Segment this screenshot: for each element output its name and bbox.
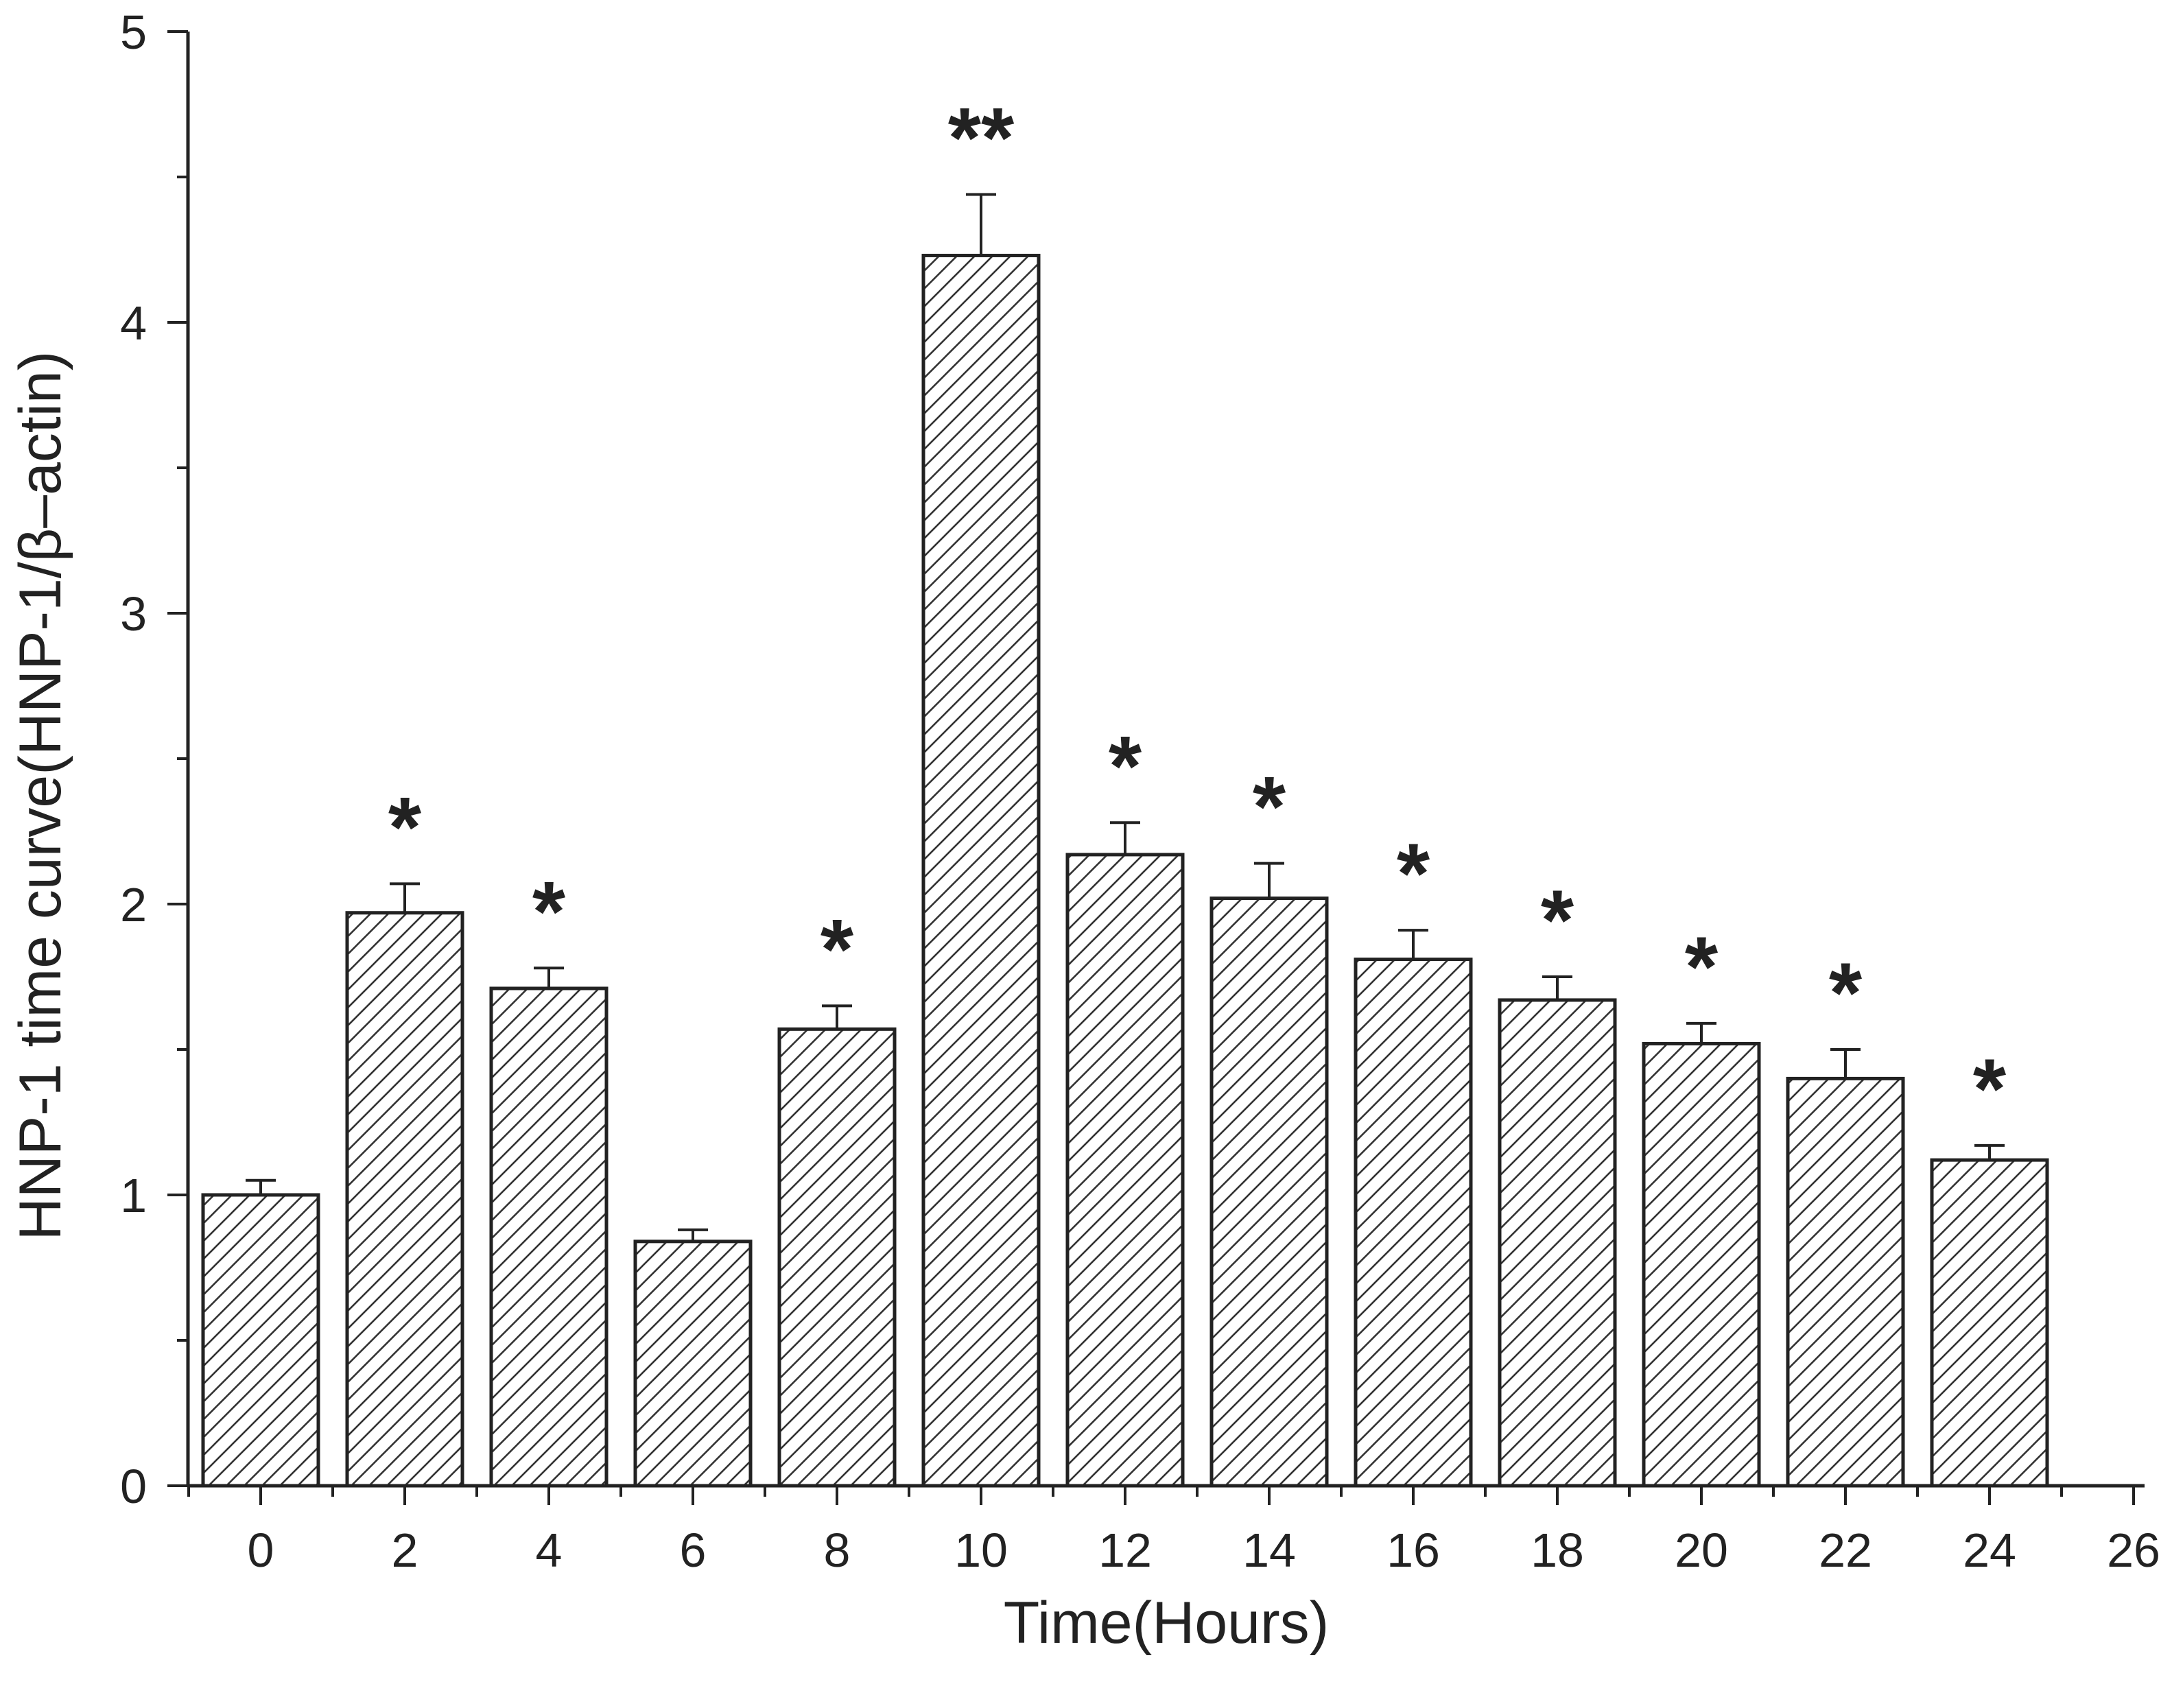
y-tick-label-5: 5 xyxy=(120,5,147,59)
bar-4h xyxy=(489,986,609,1488)
significance-marker-14h: * xyxy=(1253,760,1286,855)
significance-marker-20h: * xyxy=(1685,920,1719,1015)
significance-marker-8h: * xyxy=(821,902,854,997)
significance-marker-24h: * xyxy=(1973,1042,2007,1137)
x-tick-label-4: 4 xyxy=(536,1523,563,1577)
x-tick-label-6: 6 xyxy=(680,1523,707,1577)
y-axis-title: HNP-1 time curve(HNP-1/β–actin) xyxy=(8,351,73,1241)
significance-marker-4h: * xyxy=(532,864,566,959)
x-tick-label-14: 14 xyxy=(1242,1523,1296,1577)
x-tick-label-18: 18 xyxy=(1531,1523,1584,1577)
x-tick-label-10: 10 xyxy=(954,1523,1008,1577)
bar-0h xyxy=(201,1193,320,1488)
x-tick-label-22: 22 xyxy=(1819,1523,1872,1577)
y-tick-label-1: 1 xyxy=(120,1169,147,1222)
x-tick-label-0: 0 xyxy=(248,1523,274,1577)
bar-16h xyxy=(1354,958,1473,1488)
x-tick-label-20: 20 xyxy=(1675,1523,1728,1577)
bar-6h xyxy=(633,1240,753,1488)
error-bars-layer xyxy=(246,193,2005,1242)
significance-marker-10h: ** xyxy=(948,91,1015,185)
x-tick-label-24: 24 xyxy=(1963,1523,2016,1577)
x-tick-label-16: 16 xyxy=(1386,1523,1440,1577)
bar-12h xyxy=(1065,853,1185,1488)
bar-14h xyxy=(1209,897,1329,1488)
x-tick-label-12: 12 xyxy=(1098,1523,1152,1577)
significance-marker-18h: * xyxy=(1541,873,1574,968)
y-tick-label-2: 2 xyxy=(120,878,147,932)
bar-8h xyxy=(777,1027,897,1488)
bars-layer xyxy=(201,253,2049,1488)
bar-2h xyxy=(345,911,464,1488)
y-tick-label-3: 3 xyxy=(120,587,147,641)
bar-24h xyxy=(1930,1158,2049,1488)
x-tick-label-2: 2 xyxy=(392,1523,418,1577)
significance-marker-2h: * xyxy=(388,780,422,875)
x-tick-label-26: 26 xyxy=(2107,1523,2160,1577)
bar-18h xyxy=(1498,998,1617,1488)
bar-22h xyxy=(1786,1076,1905,1488)
significance-marker-12h: * xyxy=(1109,719,1142,814)
bar-10h xyxy=(921,253,1041,1488)
x-tick-label-8: 8 xyxy=(824,1523,851,1577)
significance-marker-16h: * xyxy=(1397,827,1430,921)
x-axis-title: Time(Hours) xyxy=(1004,1590,1330,1656)
y-tick-label-0: 0 xyxy=(120,1460,147,1513)
significance-marker-22h: * xyxy=(1829,946,1863,1041)
y-tick-label-4: 4 xyxy=(120,296,147,350)
bar-20h xyxy=(1642,1042,1761,1488)
significance-layer: ** **** ** * * ** xyxy=(388,91,2007,1136)
